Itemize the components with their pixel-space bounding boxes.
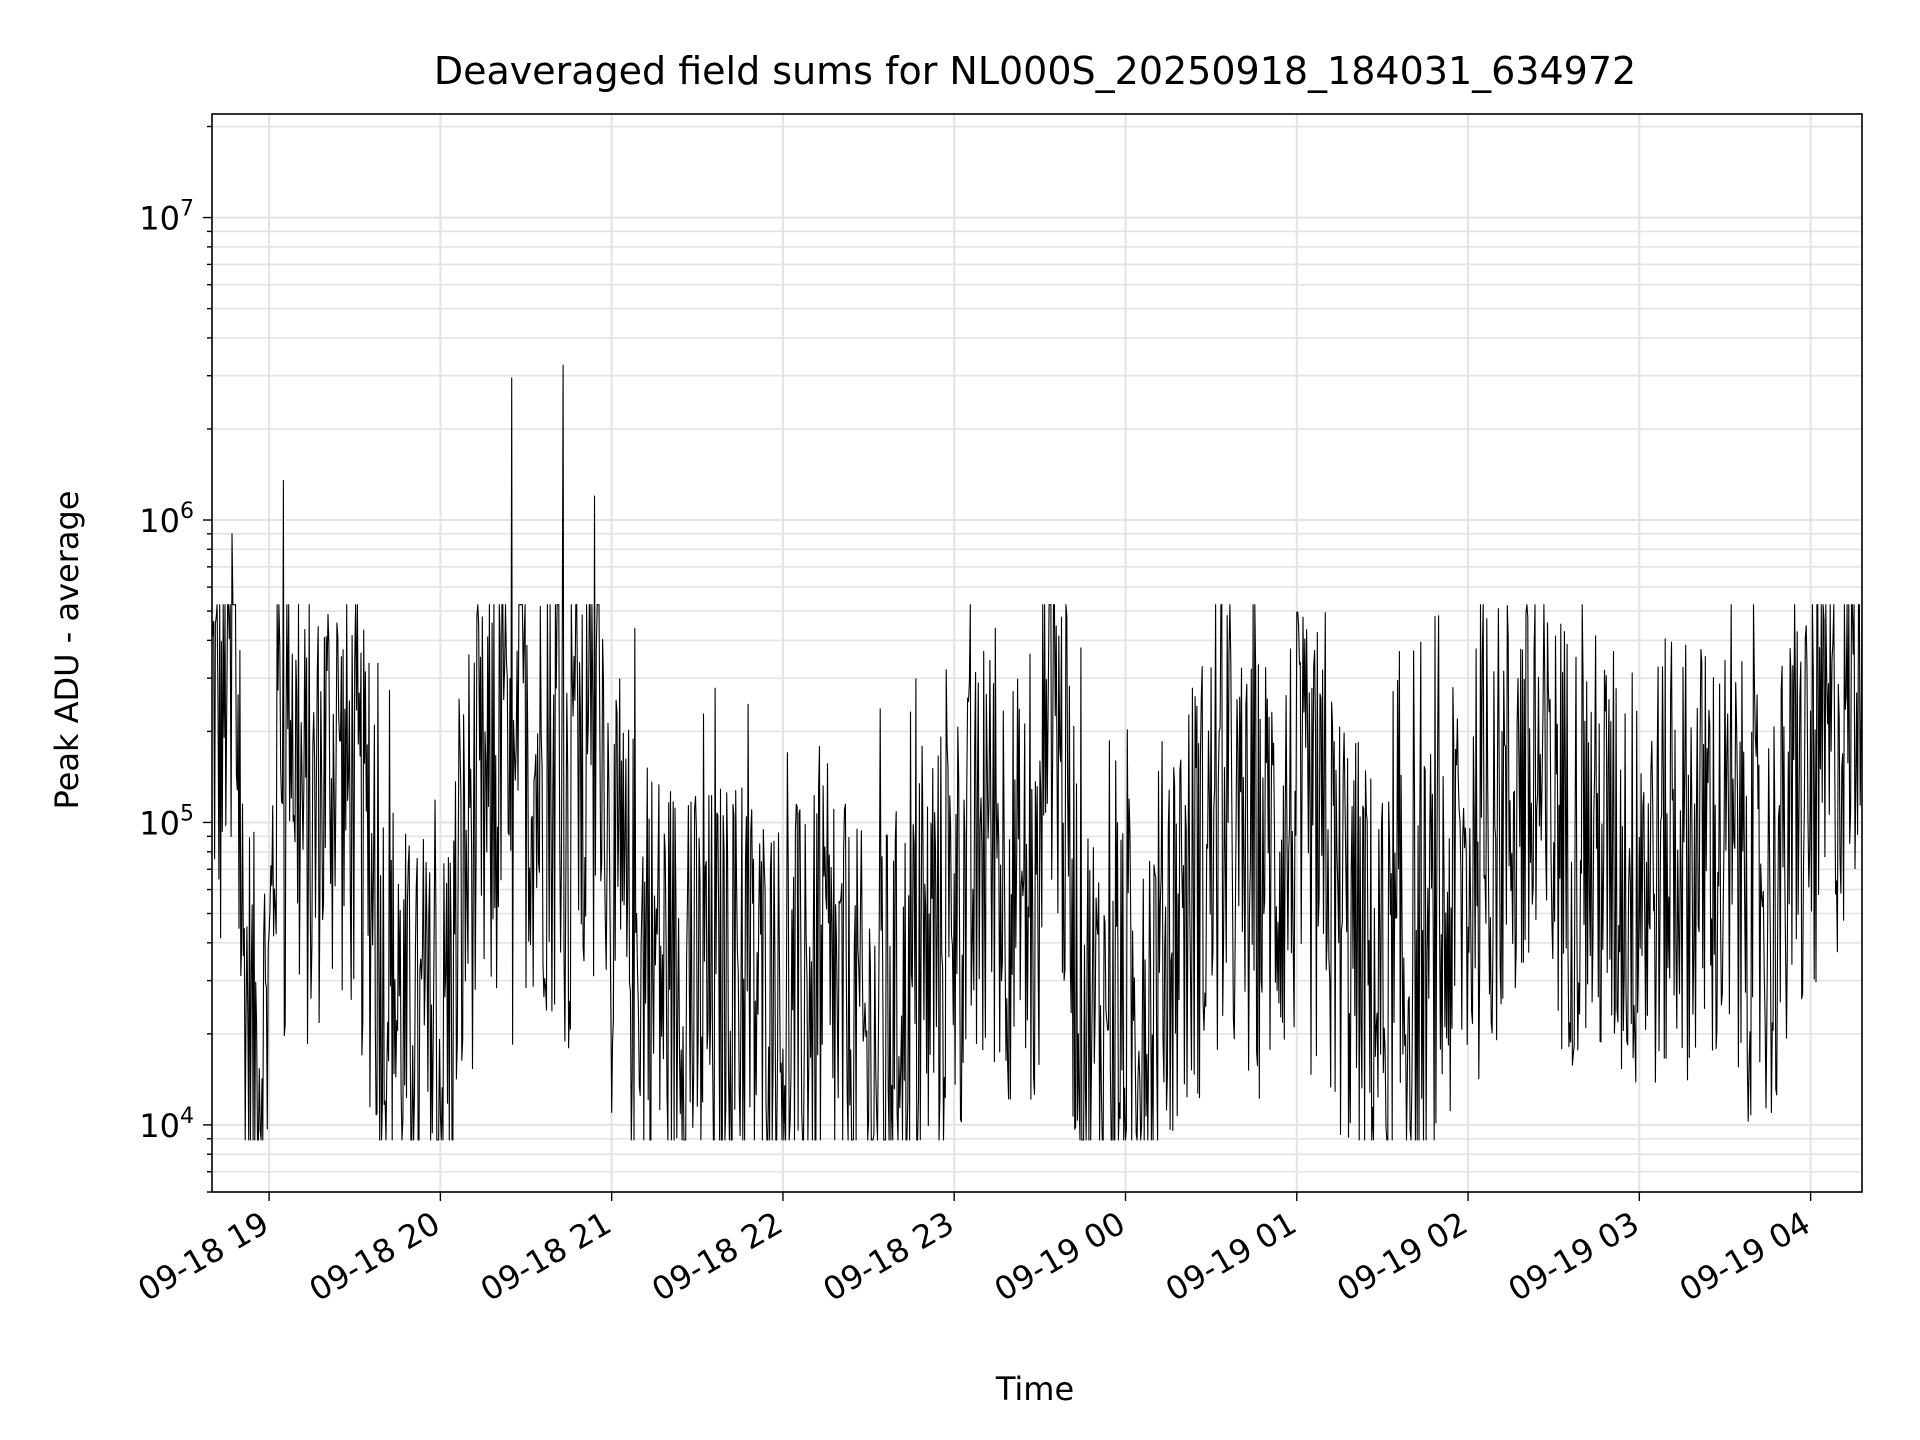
x-tick-label: 09-18 19 [131, 1204, 275, 1309]
x-tick-label: 09-18 22 [645, 1204, 789, 1309]
y-axis: 104 105 106 107 [139, 125, 212, 1193]
y-axis-label: Peak ADU - average [48, 491, 86, 810]
y-tick-label: 107 [139, 197, 194, 238]
x-tick-label: 09-18 20 [303, 1204, 447, 1309]
y-tick-label: 104 [139, 1104, 194, 1145]
x-axis-label: Time [995, 1370, 1074, 1408]
x-tick-label: 09-19 00 [988, 1204, 1132, 1309]
plot-frame [211, 113, 1863, 1193]
series-layer [211, 364, 1863, 1141]
x-tick-label: 09-19 03 [1502, 1204, 1646, 1309]
y-tick-label: 105 [139, 801, 194, 842]
chart-title: Deaveraged field sums for NL000S_2025091… [434, 49, 1636, 93]
x-tick-label: 09-19 01 [1159, 1204, 1303, 1309]
series-line [211, 364, 1863, 1141]
x-tick-label: 09-19 04 [1673, 1204, 1817, 1309]
x-tick-label: 09-18 23 [817, 1204, 961, 1309]
x-axis: 09-18 19 09-18 20 09-18 21 09-18 22 09-18 23… [131, 1192, 1817, 1309]
x-tick-label: 09-18 21 [474, 1204, 618, 1309]
y-tick-label: 106 [139, 499, 194, 540]
x-tick-label: 09-19 02 [1330, 1204, 1474, 1309]
